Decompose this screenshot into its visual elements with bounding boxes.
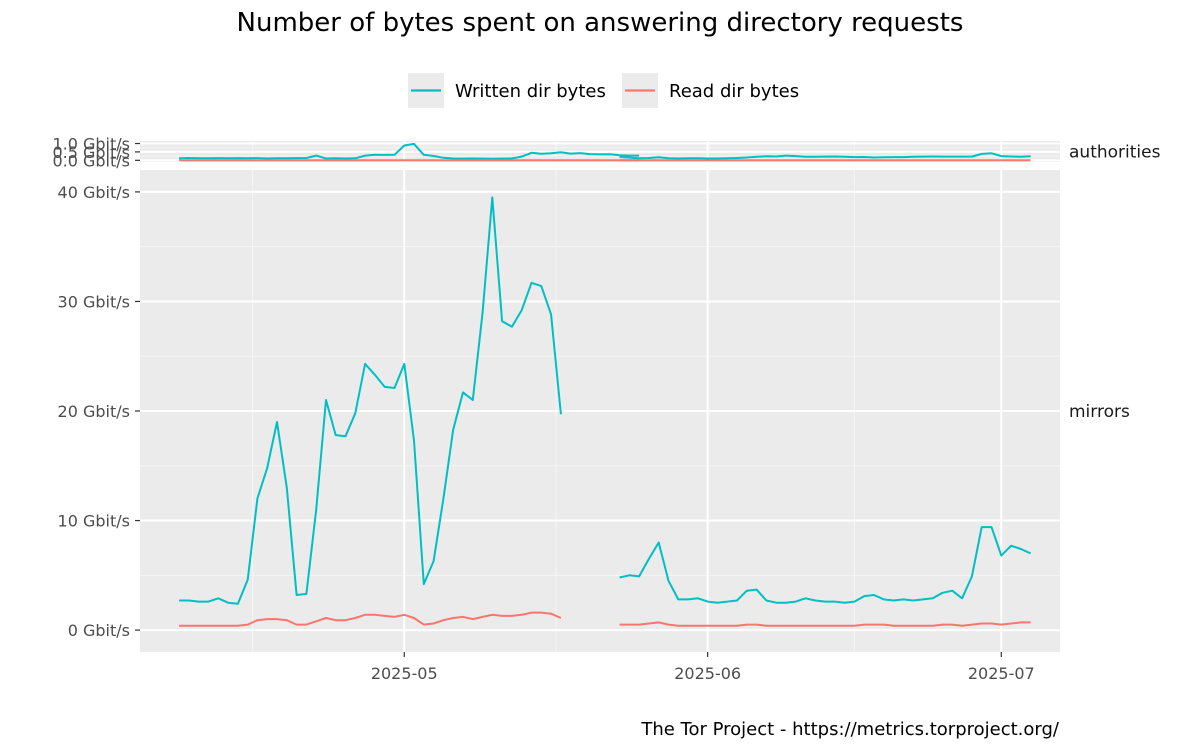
y-tick-label: 20 Gbit/s	[58, 402, 130, 421]
legend-label: Written dir bytes	[455, 81, 606, 102]
y-tick-label: 0.5 Gbit/s	[52, 143, 130, 162]
legend-item-read: Read dir bytes	[622, 73, 799, 108]
y-tick-label: 0 Gbit/s	[68, 621, 130, 640]
panel-mirrors: 0 Gbit/s 10 Gbit/s 20 Gbit/s 30 Gbit/s 40 Gb…	[58, 170, 1130, 652]
series-line-written	[179, 196, 562, 605]
chart-caption: The Tor Project - https://metrics.torpro…	[640, 719, 1060, 740]
series-line-written	[619, 526, 1032, 604]
legend-label: Read dir bytes	[669, 81, 799, 102]
x-tick-label: 2025-06	[674, 664, 741, 683]
x-tick-label: 2025-05	[371, 664, 438, 683]
facet-label-authorities: authorities	[1069, 143, 1161, 163]
x-tick-label: 2025-07	[968, 664, 1035, 683]
y-tick-label: 10 Gbit/s	[58, 512, 130, 531]
legend: Written dir bytes Read dir bytes	[408, 73, 799, 108]
legend-item-written: Written dir bytes	[408, 73, 606, 108]
y-tick-label: 40 Gbit/s	[58, 183, 130, 202]
y-tick-label: 1.0 Gbit/s	[52, 135, 130, 154]
series-line-written	[619, 152, 1031, 160]
panel-authorities: 0.0 Gbit/s0.5 Gbit/s1.0 Gbit/s authoritie…	[52, 135, 1160, 171]
chart-title: Number of bytes spent on answering direc…	[237, 8, 964, 38]
y-tick-label: 30 Gbit/s	[58, 292, 130, 311]
y-tick-label: 0.0 Gbit/s	[52, 151, 130, 170]
series-line-read	[179, 611, 562, 627]
facet-label-mirrors: mirrors	[1069, 402, 1130, 422]
x-axis: 2025-05 2025-06 2025-07	[371, 652, 1035, 683]
series-line-read	[619, 621, 1031, 627]
series-line-written	[179, 142, 640, 160]
panels: 0.0 Gbit/s0.5 Gbit/s1.0 Gbit/s authoritie…	[52, 135, 1161, 652]
